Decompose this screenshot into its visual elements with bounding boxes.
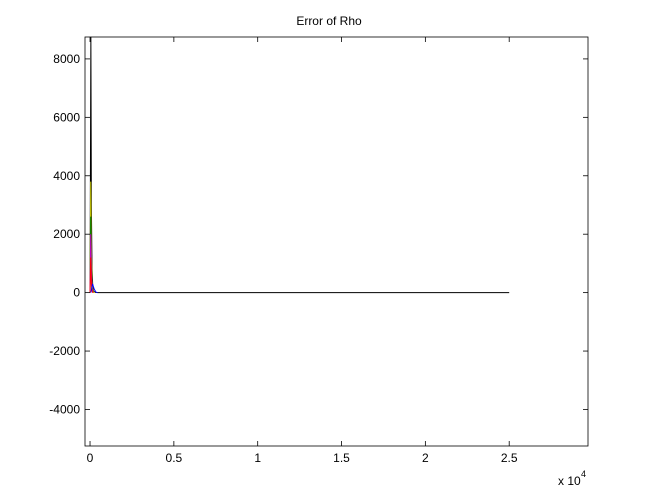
x-tick-label: 2 xyxy=(422,451,429,465)
x-tick-label: 2.5 xyxy=(501,451,518,465)
plot-area xyxy=(84,36,589,447)
x-tick-label: 1.5 xyxy=(333,451,350,465)
x-exponent-label: x 10 4 xyxy=(558,469,586,488)
y-tick-label: -4000 xyxy=(49,402,80,416)
y-tick-label: 8000 xyxy=(53,52,80,66)
x-tick-label: 0 xyxy=(87,451,94,465)
series-layer xyxy=(89,36,510,294)
y-tick-label: 4000 xyxy=(53,169,80,183)
y-tick-label: 0 xyxy=(73,286,80,300)
chart-title: Error of Rho xyxy=(296,14,362,28)
y-tick-label: -2000 xyxy=(49,344,80,358)
y-tick-label: 6000 xyxy=(53,110,80,124)
x-exponent-power: 4 xyxy=(581,469,586,479)
x-tick-label: 0.5 xyxy=(166,451,183,465)
y-tick-label: 2000 xyxy=(53,227,80,241)
series-line-5 xyxy=(90,283,98,294)
x-exponent-base: x 10 xyxy=(558,474,581,488)
x-tick-label: 1 xyxy=(254,451,261,465)
ticks-layer: 0 0.5 1 1.5 2 2.5 -4000 -2000 0 2000 4000 6000 8000 xyxy=(49,37,588,465)
